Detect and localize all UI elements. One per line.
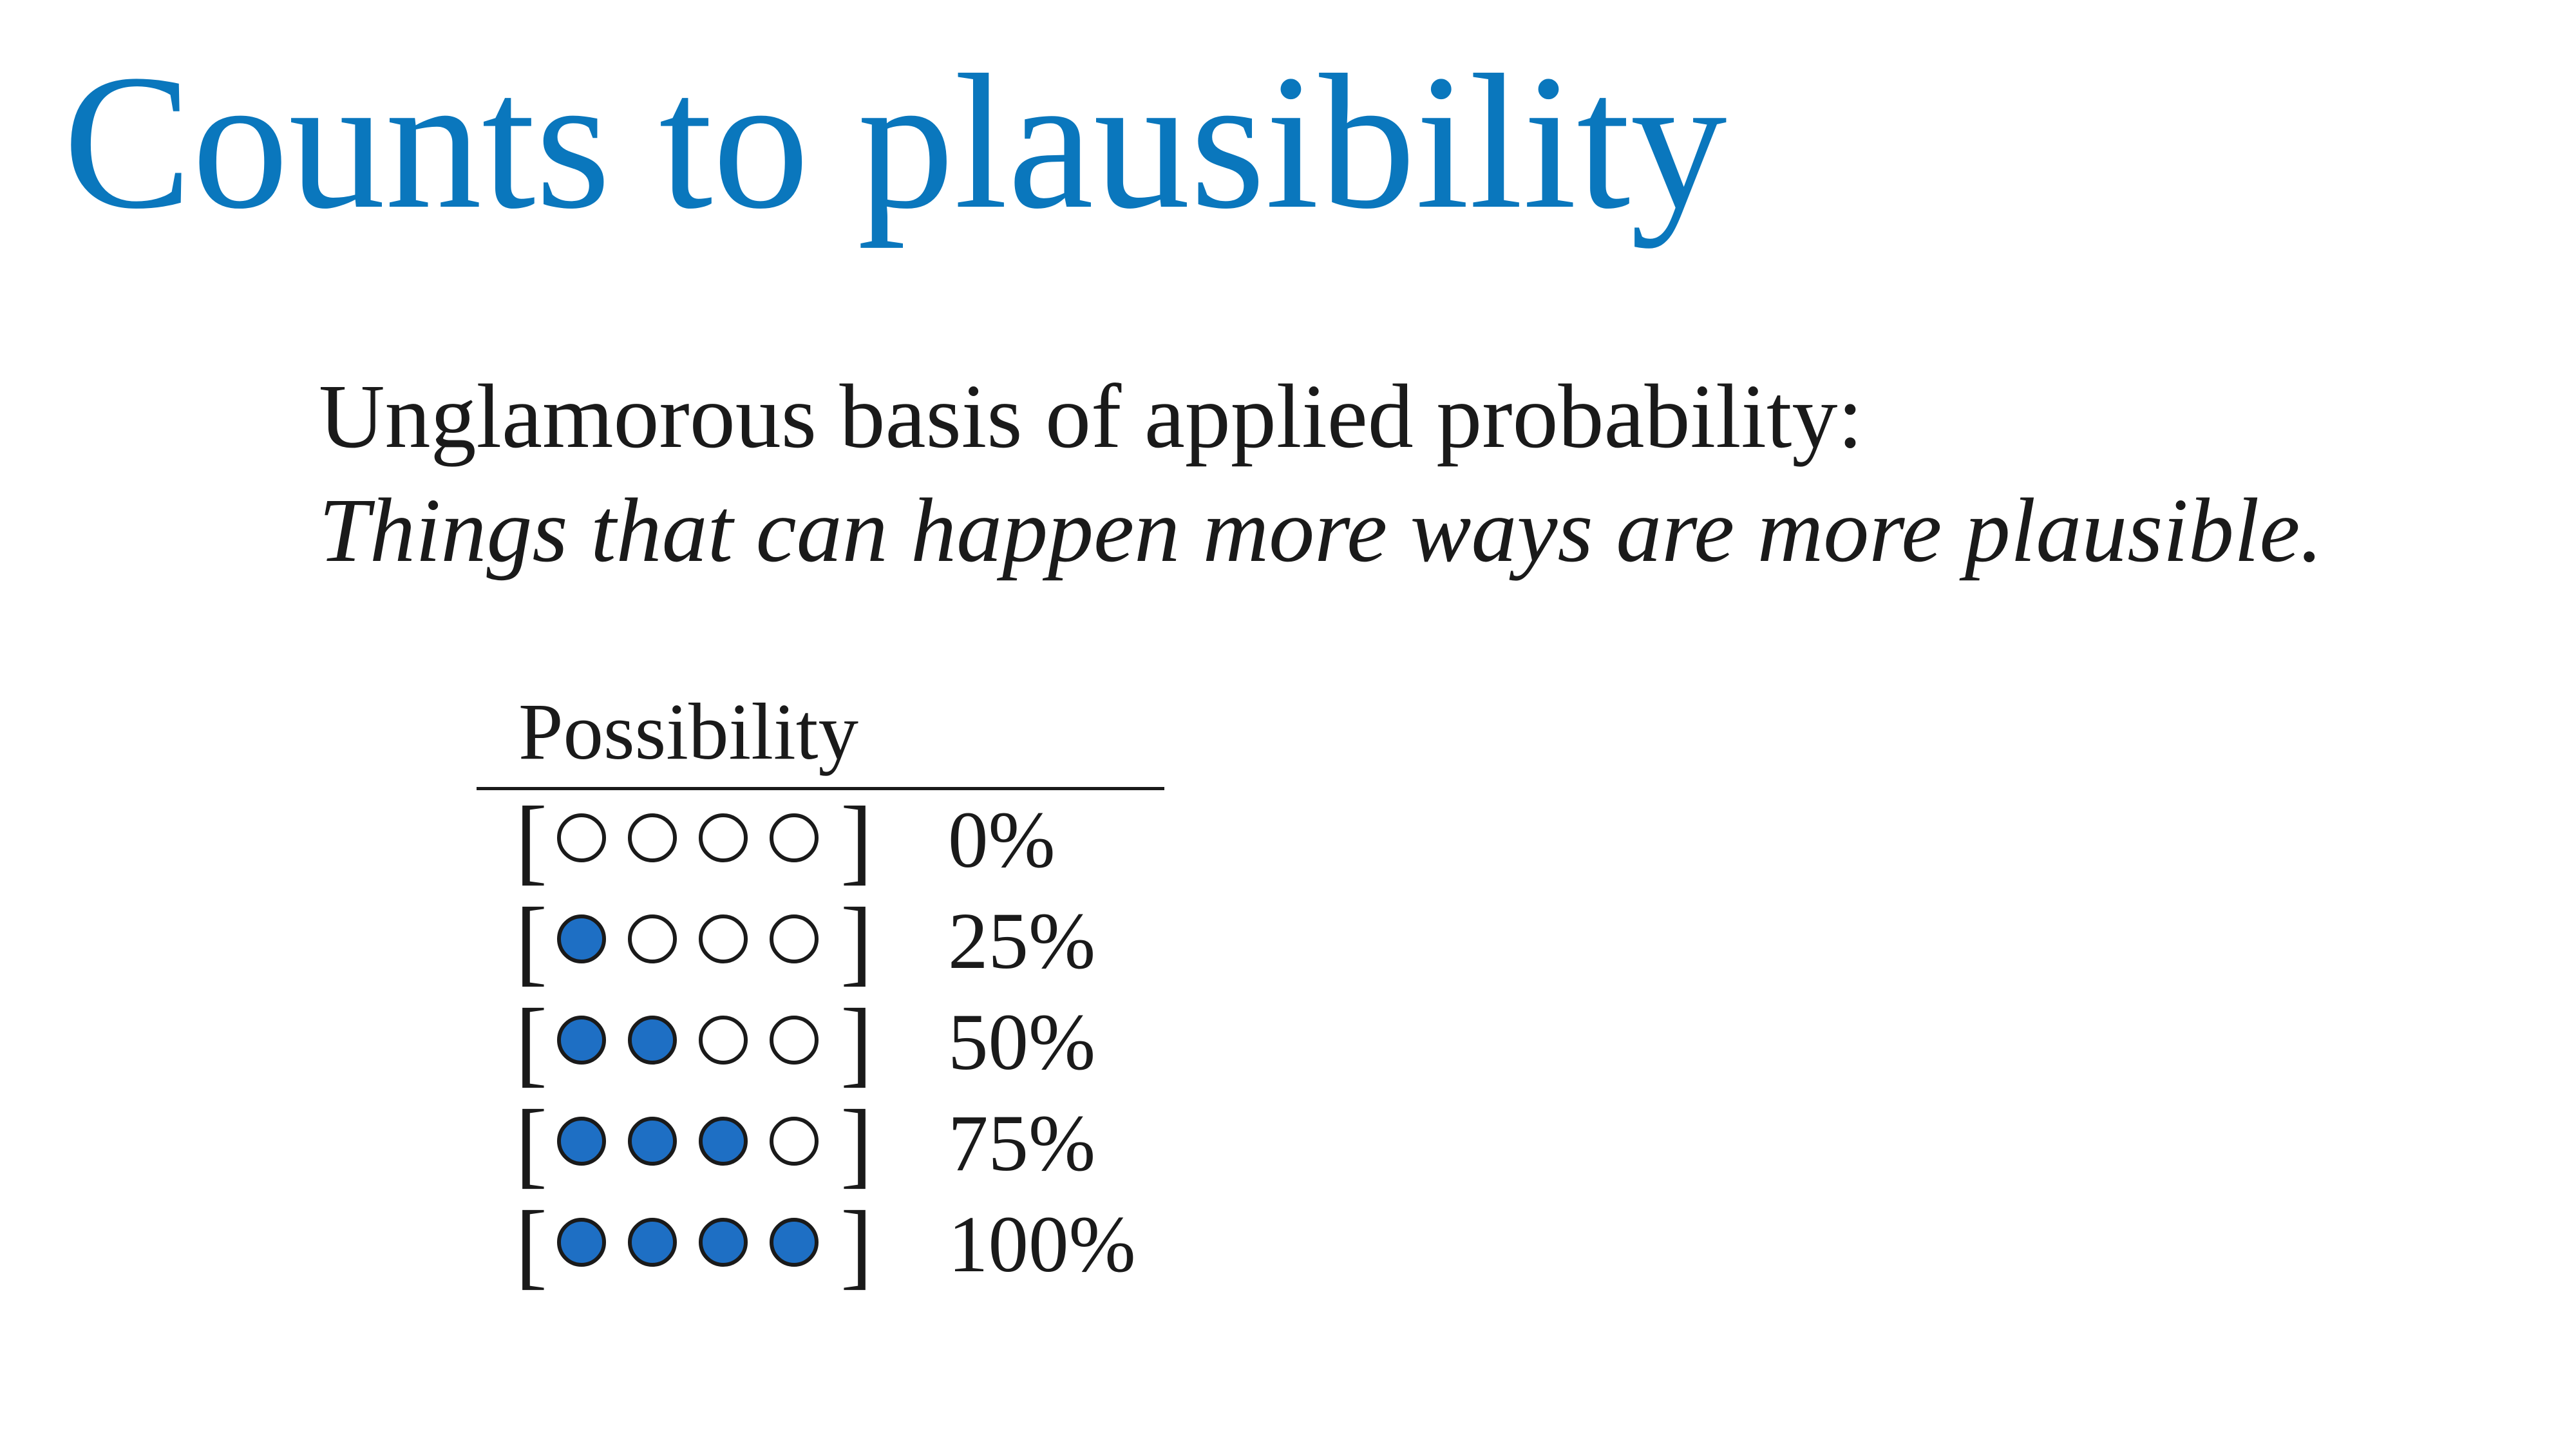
marble-set: [557, 813, 840, 867]
open-bracket: [: [515, 787, 547, 894]
open-bracket: [: [515, 989, 547, 1096]
table-header: Possibility: [518, 688, 858, 777]
table-row: [] 0%: [515, 787, 1288, 894]
percent-label: 0%: [948, 796, 1056, 885]
open-bracket: [: [515, 1090, 547, 1197]
slide-subtitle: Unglamorous basis of applied probability…: [319, 365, 1863, 467]
table-row: [] 25%: [515, 888, 1288, 995]
filled-marble-icon: [557, 1218, 606, 1267]
slide-tagline: Things that can happen more ways are mor…: [319, 479, 2323, 581]
marble-set: [557, 1016, 840, 1070]
empty-marble-icon: [770, 1117, 819, 1166]
filled-marble-icon: [628, 1016, 677, 1065]
close-bracket: ]: [840, 787, 873, 894]
filled-marble-icon: [557, 1117, 606, 1166]
percent-label: 75%: [948, 1099, 1096, 1188]
open-bracket: [: [515, 888, 547, 995]
empty-marble-icon: [770, 914, 819, 963]
close-bracket: ]: [840, 989, 873, 1096]
empty-marble-icon: [699, 914, 748, 963]
empty-marble-icon: [557, 813, 606, 862]
filled-marble-icon: [557, 914, 606, 963]
percent-label: 50%: [948, 998, 1096, 1087]
filled-marble-icon: [699, 1218, 748, 1267]
table-row: [] 100%: [515, 1191, 1288, 1298]
empty-marble-icon: [770, 1016, 819, 1065]
empty-marble-icon: [628, 914, 677, 963]
percent-label: 100%: [948, 1200, 1136, 1289]
close-bracket: ]: [840, 1191, 873, 1298]
marble-set: [557, 1117, 840, 1171]
table-row: [] 75%: [515, 1090, 1288, 1197]
open-bracket: [: [515, 1191, 547, 1298]
percent-label: 25%: [948, 897, 1096, 986]
close-bracket: ]: [840, 888, 873, 995]
marble-set: [557, 914, 840, 969]
slide-title: Counts to plausibility: [63, 35, 1727, 249]
filled-marble-icon: [699, 1117, 748, 1166]
empty-marble-icon: [628, 813, 677, 862]
table-rule: [477, 787, 1164, 790]
table-row: [] 50%: [515, 989, 1288, 1096]
marble-set: [557, 1218, 840, 1272]
filled-marble-icon: [770, 1218, 819, 1267]
empty-marble-icon: [699, 1016, 748, 1065]
close-bracket: ]: [840, 1090, 873, 1197]
empty-marble-icon: [770, 813, 819, 862]
filled-marble-icon: [628, 1117, 677, 1166]
empty-marble-icon: [699, 813, 748, 862]
filled-marble-icon: [628, 1218, 677, 1267]
filled-marble-icon: [557, 1016, 606, 1065]
